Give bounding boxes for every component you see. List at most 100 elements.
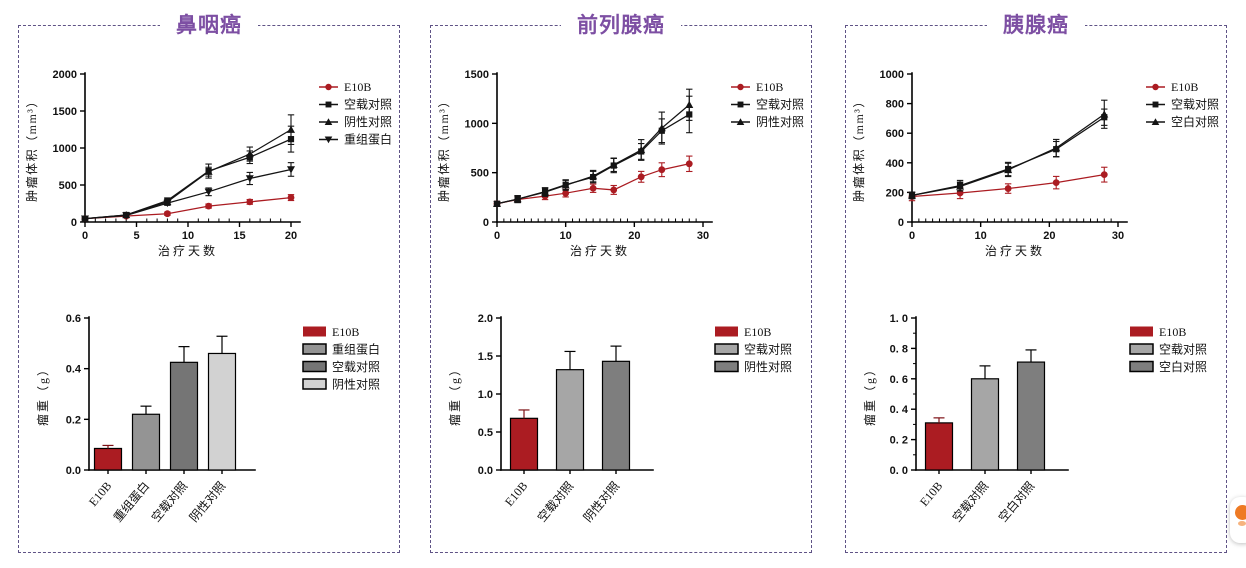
svg-text:0. 4: 0. 4 xyxy=(890,404,909,416)
axes: 0. 0 0. 2 0. 4 0. 6 0. 8 1. 0 瘤重（g） xyxy=(862,313,1069,477)
svg-text:0.2: 0.2 xyxy=(66,414,81,426)
svg-text:0. 0: 0. 0 xyxy=(890,465,908,477)
svg-text:瘤重（g）: 瘤重（g） xyxy=(447,362,462,426)
svg-text:治疗天数: 治疗天数 xyxy=(158,243,218,258)
svg-text:0: 0 xyxy=(483,217,489,229)
svg-text:5: 5 xyxy=(133,230,139,242)
svg-text:0: 0 xyxy=(494,230,500,242)
svg-text:10: 10 xyxy=(975,230,987,242)
svg-text:400: 400 xyxy=(886,158,904,170)
nasopharyngeal-tumor-weight-bar-chart: 0.00.20.40.6瘤重（g）E10B重组蛋白空载对照阴性对照E10B重组蛋… xyxy=(35,313,380,525)
nasopharyngeal-tumor-volume-line-chart: 0 500 1000 1500 2000 0 5 10 15 20 肿瘤体积（mm³） 治疗天数 E10… xyxy=(24,69,392,258)
svg-text:10: 10 xyxy=(560,230,572,242)
svg-text:20: 20 xyxy=(285,230,297,242)
svg-text:500: 500 xyxy=(59,180,77,192)
svg-text:空载对照: 空载对照 xyxy=(950,479,992,525)
svg-text:1.5: 1.5 xyxy=(478,351,493,363)
svg-text:30: 30 xyxy=(697,230,709,242)
svg-text:肿瘤体积（mm³）: 肿瘤体积（mm³） xyxy=(851,94,866,202)
svg-text:E10B: E10B xyxy=(502,479,530,509)
svg-text:空载对照: 空载对照 xyxy=(756,98,804,112)
svg-text:E10B: E10B xyxy=(917,479,945,509)
svg-text:空载对照: 空载对照 xyxy=(344,98,392,112)
svg-text:阴性对照: 阴性对照 xyxy=(332,378,380,392)
svg-text:0: 0 xyxy=(82,230,88,242)
svg-text:重组蛋白: 重组蛋白 xyxy=(344,132,392,147)
svg-text:阴性对照: 阴性对照 xyxy=(756,115,804,129)
svg-text:治疗天数: 治疗天数 xyxy=(985,243,1045,258)
series-空载对照 xyxy=(81,125,295,222)
axes: 0 500 1000 1500 2000 0 5 10 15 20 肿瘤体积（mm³） 治疗天数 xyxy=(24,69,301,258)
svg-text:1000: 1000 xyxy=(880,69,904,81)
svg-text:20: 20 xyxy=(1043,230,1055,242)
svg-text:空白对照: 空白对照 xyxy=(1171,114,1219,129)
svg-text:1500: 1500 xyxy=(465,69,489,81)
svg-text:E10B: E10B xyxy=(1171,80,1198,94)
svg-text:30: 30 xyxy=(1112,230,1124,242)
series-阴性对照 xyxy=(493,88,694,207)
svg-text:0. 2: 0. 2 xyxy=(890,435,908,447)
prostate-tumor-volume-line-chart: 0 500 1000 1500 0 10 20 30 肿瘤体积（mm³） 治疗天数 E10B 空载对照… xyxy=(436,69,804,258)
svg-text:E10B: E10B xyxy=(744,325,771,339)
svg-text:0.0: 0.0 xyxy=(66,465,81,477)
svg-text:200: 200 xyxy=(886,187,904,199)
panel-title-nasopharyngeal: 鼻咽癌 xyxy=(160,9,258,39)
panel-title-prostate: 前列腺癌 xyxy=(561,9,681,39)
svg-text:0.4: 0.4 xyxy=(66,364,82,376)
svg-text:阴性对照: 阴性对照 xyxy=(344,115,392,129)
svg-text:1.0: 1.0 xyxy=(478,389,493,401)
bars: E10B 空载对照 阴性对照 xyxy=(502,345,631,525)
svg-text:1000: 1000 xyxy=(53,143,77,155)
pancreatic-tumor-volume-line-chart: 0 200 400 600 800 1000 0 10 20 30 肿瘤体积（mm³） 治疗天数 E10… xyxy=(851,69,1219,258)
svg-text:2.0: 2.0 xyxy=(478,313,493,325)
svg-text:0.0: 0.0 xyxy=(478,465,493,477)
svg-text:500: 500 xyxy=(471,168,489,180)
svg-text:0. 6: 0. 6 xyxy=(890,374,908,386)
svg-text:肿瘤体积（mm³）: 肿瘤体积（mm³） xyxy=(24,94,39,202)
bars: E10B 空载对照 空白对照 xyxy=(917,349,1046,525)
svg-text:重组蛋白: 重组蛋白 xyxy=(110,478,152,524)
svg-text:重组蛋白: 重组蛋白 xyxy=(332,342,380,357)
svg-text:瘤重（g）: 瘤重（g） xyxy=(35,362,50,426)
svg-text:0: 0 xyxy=(71,217,77,229)
svg-text:治疗天数: 治疗天数 xyxy=(570,243,630,258)
floating-badge[interactable] xyxy=(1230,497,1246,543)
svg-text:空载对照: 空载对照 xyxy=(744,343,792,357)
panel-pancreatic-cancer: 胰腺癌 0 200 400 600 800 1000 0 10 20 30 肿瘤体积（mm³） 治疗天… xyxy=(845,9,1227,553)
svg-text:空载对照: 空载对照 xyxy=(149,479,191,525)
svg-text:20: 20 xyxy=(628,230,640,242)
svg-text:800: 800 xyxy=(886,99,904,111)
svg-text:0. 8: 0. 8 xyxy=(890,343,908,355)
svg-text:阴性对照: 阴性对照 xyxy=(187,479,229,525)
svg-text:1500: 1500 xyxy=(53,106,77,118)
svg-text:1. 0: 1. 0 xyxy=(890,313,908,325)
axes: 0 500 1000 1500 0 10 20 30 肿瘤体积（mm³） 治疗天数 xyxy=(436,69,713,258)
svg-text:空载对照: 空载对照 xyxy=(1171,98,1219,112)
svg-text:肿瘤体积（mm³）: 肿瘤体积（mm³） xyxy=(436,94,451,202)
svg-text:空载对照: 空载对照 xyxy=(332,360,380,374)
panel-nasopharyngeal-cancer: 鼻咽癌 0 500 1000 1500 2000 0 5 10 15 20 肿瘤体积（mm³） 治疗天… xyxy=(18,9,400,553)
series-重组蛋白 xyxy=(81,162,295,223)
prostate-tumor-weight-bar-chart: 0.00.51.01.52.0瘤重（g）E10B 空载对照 阴性对照E10B空载对照… xyxy=(447,313,792,525)
svg-text:空白对照: 空白对照 xyxy=(995,478,1037,524)
svg-text:600: 600 xyxy=(886,128,904,140)
svg-text:E10B: E10B xyxy=(332,325,359,339)
svg-text:0.6: 0.6 xyxy=(66,313,81,325)
svg-text:空载对照: 空载对照 xyxy=(535,479,577,525)
svg-text:0.5: 0.5 xyxy=(478,427,493,439)
svg-text:2000: 2000 xyxy=(53,69,77,81)
svg-text:瘤重（g）: 瘤重（g） xyxy=(862,362,877,426)
panel-title-pancreatic: 胰腺癌 xyxy=(987,9,1085,39)
svg-text:0: 0 xyxy=(898,217,904,229)
svg-text:10: 10 xyxy=(182,230,194,242)
svg-text:E10B: E10B xyxy=(344,80,371,94)
svg-text:E10B: E10B xyxy=(1159,325,1186,339)
pancreatic-tumor-weight-bar-chart: 0. 00. 20. 40. 60. 81. 0瘤重（g）E10B 空载对照 空白对… xyxy=(862,313,1207,525)
axes: 0 200 400 600 800 1000 0 10 20 30 肿瘤体积（mm³） 治疗天数 xyxy=(851,69,1128,258)
svg-text:E10B: E10B xyxy=(756,80,783,94)
